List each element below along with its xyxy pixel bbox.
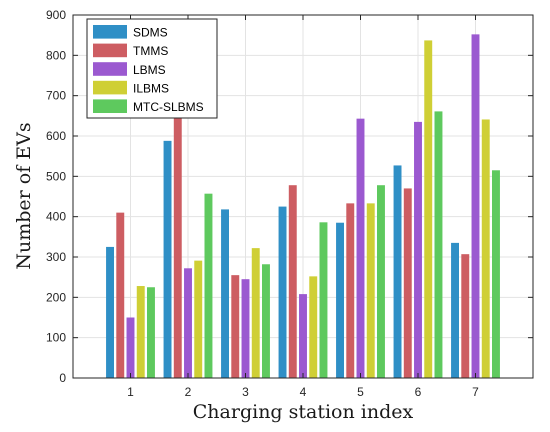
- bar-tmms-1: [116, 212, 125, 378]
- x-tick-label: 4: [300, 385, 307, 399]
- bar-mtc-slbms-4: [319, 222, 328, 378]
- y-tick-label: 700: [46, 89, 66, 103]
- x-tick-label: 7: [472, 385, 479, 399]
- x-tick-label: 6: [415, 385, 422, 399]
- legend-label: SDMS: [133, 26, 168, 40]
- x-tick-label: 5: [357, 385, 364, 399]
- bar-mtc-slbms-7: [492, 170, 500, 378]
- y-axis-title: Number of EVs: [13, 122, 35, 269]
- legend-label: TMMS: [133, 44, 168, 58]
- legend-swatch-mtc-slbms: [93, 99, 127, 113]
- bar-sdms-7: [451, 242, 459, 378]
- bar-sdms-1: [106, 246, 114, 378]
- bar-mtc-slbms-2: [204, 193, 213, 378]
- legend-label: ILBMS: [133, 81, 169, 95]
- bar-lbms-5: [356, 118, 365, 378]
- bar-tmms-7: [461, 254, 470, 378]
- bar-tmms-3: [231, 275, 240, 378]
- y-tick-label: 900: [46, 8, 66, 22]
- bar-ilbms-3: [251, 248, 260, 378]
- x-tick-label: 1: [127, 385, 134, 399]
- bar-ilbms-2: [194, 260, 203, 378]
- bar-ilbms-6: [424, 40, 433, 378]
- bar-lbms-6: [414, 121, 422, 378]
- bar-sdms-3: [221, 209, 229, 378]
- y-axis-ticks: 0 100 200 300 400 500 600 700 800 900: [46, 8, 533, 385]
- legend-swatch-ilbms: [93, 80, 127, 95]
- bar-tmms-6: [403, 188, 412, 378]
- bar-sdms-6: [393, 165, 402, 378]
- bar-mtc-slbms-5: [377, 185, 385, 378]
- bar-lbms-3: [241, 279, 250, 378]
- bars: [106, 34, 500, 379]
- y-tick-label: 500: [46, 169, 66, 183]
- legend-label: MTC-SLBMS: [133, 100, 204, 114]
- bar-ilbms-1: [136, 286, 145, 378]
- bar-ilbms-7: [481, 119, 490, 379]
- legend: SDMS TMMS LBMS ILBMS MTC-SLBMS: [86, 18, 218, 119]
- bar-mtc-slbms-3: [262, 264, 270, 378]
- bar-ilbms-5: [366, 203, 375, 378]
- legend-swatch-tmms: [93, 43, 127, 58]
- y-tick-label: 800: [46, 48, 66, 62]
- bar-mtc-slbms-1: [147, 287, 155, 378]
- bar-tmms-2: [173, 114, 182, 378]
- bar-ilbms-4: [309, 276, 318, 378]
- legend-swatch-sdms: [93, 25, 127, 39]
- y-tick-label: 300: [46, 250, 66, 264]
- bar-lbms-4: [299, 294, 307, 378]
- bar-sdms-4: [278, 206, 287, 378]
- legend-label: LBMS: [133, 63, 166, 77]
- y-tick-label: 0: [59, 371, 66, 385]
- y-tick-label: 400: [46, 210, 66, 224]
- y-tick-label: 600: [46, 129, 66, 143]
- bar-lbms-7: [471, 34, 480, 379]
- legend-swatch-lbms: [93, 62, 127, 76]
- x-axis-ticks: 1 2 3 4 5 6 7: [127, 15, 479, 399]
- x-tick-label: 3: [242, 385, 249, 399]
- bar-mtc-slbms-6: [434, 111, 443, 378]
- x-axis-title: Charging station index: [193, 401, 414, 423]
- bar-lbms-2: [184, 268, 192, 378]
- bar-tmms-5: [346, 203, 355, 378]
- bar-sdms-5: [336, 222, 344, 378]
- y-tick-label: 200: [46, 290, 66, 304]
- x-tick-label: 2: [185, 385, 192, 399]
- bar-sdms-2: [163, 140, 172, 378]
- bar-tmms-4: [288, 185, 297, 378]
- y-tick-label: 100: [46, 331, 66, 345]
- bar-lbms-1: [126, 317, 135, 378]
